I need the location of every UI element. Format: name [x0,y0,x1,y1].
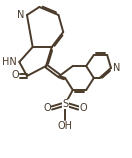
Text: O: O [80,103,87,113]
Text: N: N [113,63,121,73]
Text: N: N [17,10,24,20]
Text: O: O [11,70,19,80]
Text: OH: OH [58,121,73,131]
Text: HN: HN [2,57,17,67]
Text: O: O [43,103,51,113]
Text: S: S [62,99,68,109]
